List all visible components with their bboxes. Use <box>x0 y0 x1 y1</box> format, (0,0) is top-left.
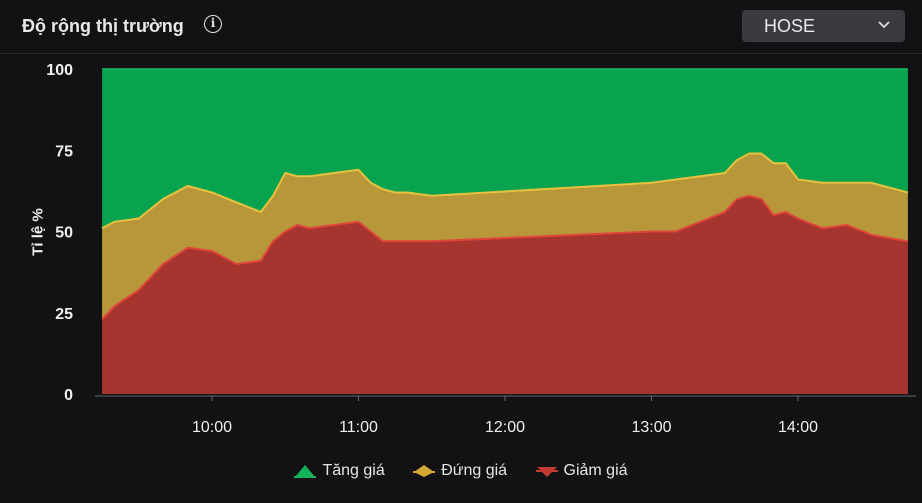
y-tick-label: 25 <box>55 306 73 323</box>
legend-item-tang-gia[interactable]: Tăng giá <box>294 462 385 480</box>
down-triangle-icon <box>535 467 558 477</box>
exchange-select[interactable]: HOSE <box>742 10 905 42</box>
chart-header: Độ rộng thị trường i HOSE <box>0 0 922 54</box>
chevron-down-icon <box>878 21 890 29</box>
x-tick-label: 13:00 <box>631 419 671 436</box>
legend-label: Đứng giá <box>441 462 508 479</box>
y-tick-label: 100 <box>46 62 73 79</box>
exchange-select-value: HOSE <box>764 16 816 36</box>
chart-legend: Tăng giá Đứng giá Giảm giá <box>0 462 922 483</box>
line-Giảm giá <box>101 194 909 320</box>
up-triangle-icon <box>294 465 317 478</box>
diamond-icon <box>413 465 436 477</box>
legend-item-dung-gia[interactable]: Đứng giá <box>413 462 507 480</box>
x-tick-label: 11:00 <box>339 419 378 436</box>
legend-item-giam-gia[interactable]: Giảm giá <box>535 462 628 480</box>
area-Giảm giá <box>102 195 908 394</box>
chart-title: Độ rộng thị trường <box>22 16 184 36</box>
y-tick-label: 0 <box>64 387 73 404</box>
legend-label: Giảm giá <box>563 462 628 479</box>
x-tick-label: 10:00 <box>192 419 232 436</box>
area-Tăng giá <box>102 69 908 229</box>
area-Đứng giá <box>102 153 908 320</box>
info-icon[interactable]: i <box>204 15 222 33</box>
x-tick-label: 14:00 <box>778 419 818 436</box>
y-tick-label: 50 <box>55 225 73 242</box>
y-tick-label: 75 <box>55 143 73 160</box>
line-Đứng giá <box>101 152 909 230</box>
legend-label: Tăng giá <box>322 462 385 479</box>
x-tick-label: 12:00 <box>485 419 525 436</box>
